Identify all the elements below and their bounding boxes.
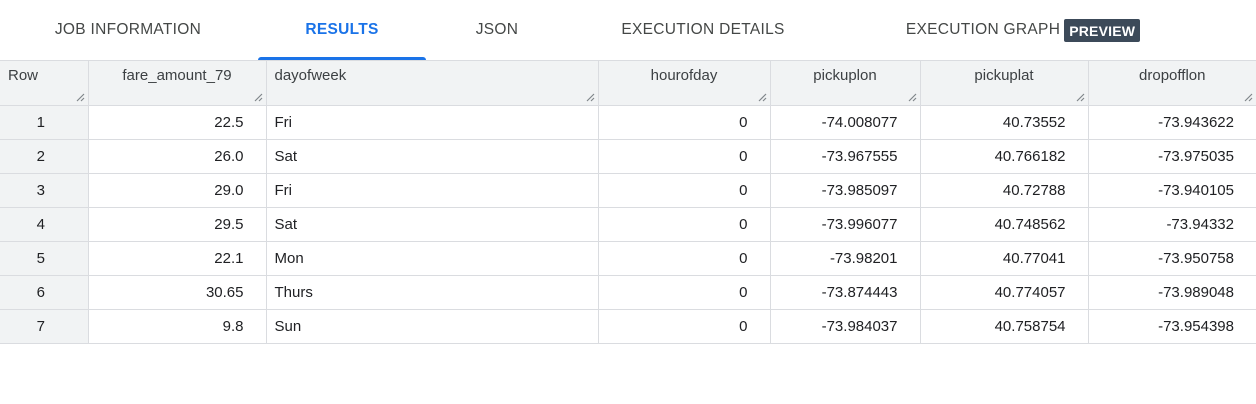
dropofflon-cell: -73.943622 [1088,105,1256,140]
pickuplat-cell: 40.77041 [920,241,1089,276]
column-header-pickuplat[interactable]: pickuplat [920,60,1089,106]
header-row: Row fare_amount_79 dayofweek hourofday picku… [0,60,1256,106]
column-resize-icon[interactable] [758,93,767,102]
column-header-row[interactable]: Row [0,60,89,106]
dayofweek-cell: Thurs [266,275,599,310]
tab-label: RESULTS [305,21,379,38]
column-header-hourofday[interactable]: hourofday [598,60,771,106]
fare-amount-cell: 9.8 [88,309,267,344]
column-resize-icon[interactable] [254,93,263,102]
row-number-cell: 2 [0,139,89,174]
row-number-cell: 5 [0,241,89,276]
column-header-label: pickuplon [813,67,877,84]
row-number-cell: 3 [0,173,89,208]
tab-bar: JOB INFORMATION RESULTS JSON EXECUTION D… [0,0,1256,60]
fare-amount-cell: 26.0 [88,139,267,174]
table-row: 2 26.0 Sat 0 -73.967555 40.766182 -73.975035 [0,139,1256,174]
tab-job-information[interactable]: JOB INFORMATION [22,0,234,60]
column-header-label: Row [8,67,39,84]
tab-label: EXECUTION GRAPH [905,21,1061,38]
pickuplat-cell: 40.766182 [920,139,1089,174]
pickuplat-cell: 40.73552 [920,105,1089,140]
tab-json[interactable]: JSON [454,0,540,60]
dropofflon-cell: -73.989048 [1088,275,1256,310]
table-row: 6 30.65 Thurs 0 -73.874443 40.774057 -73.98904… [0,275,1256,310]
tab-label: JOB INFORMATION [54,21,202,38]
table-body: 1 22.5 Fri 0 -74.008077 40.73552 -73.943622 2 26… [0,105,1256,344]
column-header-label: pickuplat [974,67,1034,84]
pickuplon-cell: -73.985097 [770,173,921,208]
dropofflon-cell: -73.940105 [1088,173,1256,208]
row-number-cell: 4 [0,207,89,242]
fare-amount-cell: 30.65 [88,275,267,310]
column-header-label: hourofday [650,67,718,84]
pickuplat-cell: 40.72788 [920,173,1089,208]
fare-amount-cell: 29.5 [88,207,267,242]
dropofflon-cell: -73.950758 [1088,241,1256,276]
preview-badge: PREVIEW [1064,18,1141,42]
hourofday-cell: 0 [598,173,771,208]
hourofday-cell: 0 [598,207,771,242]
dayofweek-cell: Sun [266,309,599,344]
table-row: 5 22.1 Mon 0 -73.98201 40.77041 -73.950758 [0,241,1256,276]
pickuplon-cell: -73.967555 [770,139,921,174]
tab-label: EXECUTION DETAILS [621,21,785,38]
pickuplat-cell: 40.758754 [920,309,1089,344]
tab-label: JSON [475,21,519,38]
pickuplon-cell: -73.874443 [770,275,921,310]
dropofflon-cell: -73.954398 [1088,309,1256,344]
dropofflon-cell: -73.975035 [1088,139,1256,174]
column-header-dropofflon[interactable]: dropofflon [1088,60,1256,106]
pickuplon-cell: -73.996077 [770,207,921,242]
tab-results[interactable]: RESULTS [258,0,426,60]
dayofweek-cell: Sat [266,207,599,242]
dayofweek-cell: Fri [266,173,599,208]
column-resize-icon[interactable] [908,93,917,102]
column-header-label: dayofweek [274,67,347,84]
dayofweek-cell: Mon [266,241,599,276]
fare-amount-cell: 22.5 [88,105,267,140]
column-header-fare-amount[interactable]: fare_amount_79 [88,60,267,106]
pickuplon-cell: -73.98201 [770,241,921,276]
results-table: Row fare_amount_79 dayofweek hourofday picku… [0,60,1256,344]
column-resize-icon[interactable] [1244,93,1253,102]
pickuplon-cell: -73.984037 [770,309,921,344]
table-row: 3 29.0 Fri 0 -73.985097 40.72788 -73.940105 [0,173,1256,208]
hourofday-cell: 0 [598,309,771,344]
fare-amount-cell: 22.1 [88,241,267,276]
column-header-label: fare_amount_79 [122,67,232,84]
pickuplon-cell: -74.008077 [770,105,921,140]
column-resize-icon[interactable] [1076,93,1085,102]
dropofflon-cell: -73.94332 [1088,207,1256,242]
hourofday-cell: 0 [598,275,771,310]
dayofweek-cell: Fri [266,105,599,140]
column-header-pickuplon[interactable]: pickuplon [770,60,921,106]
column-resize-icon[interactable] [76,93,85,102]
hourofday-cell: 0 [598,241,771,276]
fare-amount-cell: 29.0 [88,173,267,208]
column-header-dayofweek[interactable]: dayofweek [266,60,599,106]
row-number-cell: 1 [0,105,89,140]
column-header-label: dropofflon [1139,67,1206,84]
dayofweek-cell: Sat [266,139,599,174]
row-number-cell: 6 [0,275,89,310]
table-row: 4 29.5 Sat 0 -73.996077 40.748562 -73.94332 [0,207,1256,242]
table-header: Row fare_amount_79 dayofweek hourofday picku… [0,60,1256,106]
column-resize-icon[interactable] [586,93,595,102]
tab-execution-graph[interactable]: EXECUTION GRAPH PREVIEW [848,0,1198,60]
table-row: 1 22.5 Fri 0 -74.008077 40.73552 -73.943622 [0,105,1256,140]
row-number-cell: 7 [0,309,89,344]
table-row: 7 9.8 Sun 0 -73.984037 40.758754 -73.954398 [0,309,1256,344]
pickuplat-cell: 40.774057 [920,275,1089,310]
hourofday-cell: 0 [598,105,771,140]
tab-execution-details[interactable]: EXECUTION DETAILS [588,0,818,60]
pickuplat-cell: 40.748562 [920,207,1089,242]
hourofday-cell: 0 [598,139,771,174]
